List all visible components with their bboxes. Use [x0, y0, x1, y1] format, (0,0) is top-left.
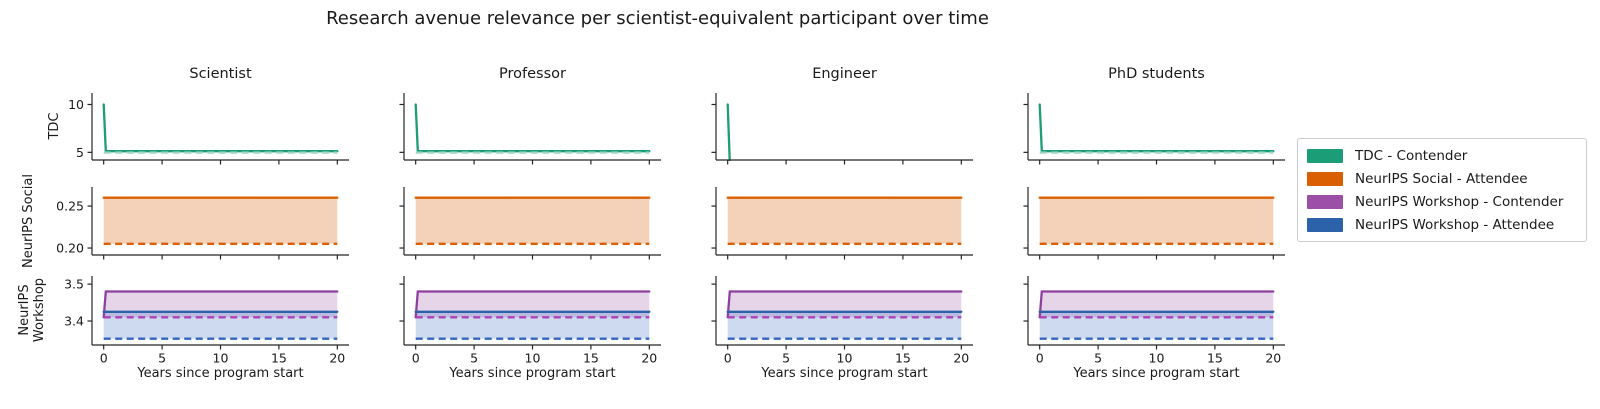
social-attendee-band: [103, 197, 338, 244]
legend-item-neurips-workshop-attendee: NeurIPS Workshop - Attendee: [1307, 213, 1577, 236]
figure-title: Research avenue relevance per scientist-…: [326, 8, 989, 29]
x-tick-label: 0: [1036, 351, 1044, 366]
column-title-phd-students: PhD students: [1108, 66, 1205, 82]
workshop-attendee-band: [103, 311, 338, 339]
column-title-engineer: Engineer: [812, 66, 877, 82]
workshop-attendee-band: [727, 311, 962, 339]
x-tick-label: 10: [837, 351, 853, 366]
x-tick-label: 20: [1265, 351, 1281, 366]
legend-label: NeurIPS Workshop - Attendee: [1355, 216, 1555, 233]
x-tick-label: 0: [100, 351, 108, 366]
legend-swatch-blue: [1307, 217, 1343, 232]
tdc-contender-solid: [414, 103, 651, 153]
y-tick-label: 5: [76, 145, 84, 160]
x-tick-label: 5: [470, 351, 478, 366]
subplot-neurips-social-phd-students: [1038, 196, 1275, 245]
y-tick-label: 0.25: [56, 199, 84, 214]
legend-swatch-green: [1307, 148, 1343, 163]
x-axis-label: Years since program start: [137, 366, 304, 381]
workshop-contender-solid: [102, 290, 339, 319]
x-tick-label: 20: [641, 351, 657, 366]
subplot-neurips-social-professor: [414, 196, 651, 245]
subplot-tdc-engineer: [726, 103, 731, 161]
y-tick-label: 0.20: [56, 241, 84, 256]
x-tick-label: 5: [782, 351, 790, 366]
y-tick-label: 10: [68, 97, 84, 112]
workshop-attendee-band: [1039, 311, 1274, 339]
x-tick-label: 5: [1094, 351, 1102, 366]
tdc-contender-solid: [726, 103, 731, 161]
subplot-tdc-phd-students: [1038, 103, 1275, 154]
x-tick-label: 15: [583, 351, 599, 366]
column-title-scientist: Scientist: [189, 66, 252, 82]
social-attendee-band: [415, 197, 650, 244]
subplot-neurips-social-engineer: [726, 196, 963, 245]
workshop-attendee-band: [415, 311, 650, 339]
subplot-neurips-workshop-scientist: [102, 290, 339, 340]
x-tick-label: 10: [213, 351, 229, 366]
subplot-tdc-professor: [414, 103, 651, 154]
workshop-contender-solid: [414, 290, 651, 319]
subplot-tdc-scientist: [102, 103, 339, 154]
x-axis-label: Years since program start: [449, 366, 616, 381]
x-tick-label: 20: [953, 351, 969, 366]
legend-swatch-purple: [1307, 194, 1343, 209]
social-attendee-band: [1039, 197, 1274, 244]
workshop-contender-solid: [726, 290, 963, 319]
x-tick-label: 5: [158, 351, 166, 366]
legend-item-tdc-contender: TDC - Contender: [1307, 144, 1577, 167]
subplot-neurips-workshop-phd-students: [1038, 290, 1275, 340]
x-tick-label: 15: [271, 351, 287, 366]
legend: TDC - Contender NeurIPS Social - Attende…: [1297, 138, 1587, 242]
x-tick-label: 20: [329, 351, 345, 366]
x-tick-label: 10: [525, 351, 541, 366]
subplot-neurips-social-scientist: [102, 196, 339, 245]
social-attendee-band: [727, 197, 962, 244]
x-tick-label: 0: [724, 351, 732, 366]
tdc-contender-solid: [102, 103, 339, 153]
y-tick-label: 3.4: [64, 314, 84, 329]
workshop-contender-solid: [1038, 290, 1275, 319]
subplot-neurips-workshop-professor: [414, 290, 651, 340]
legend-label: NeurIPS Social - Attendee: [1355, 170, 1528, 187]
x-tick-label: 15: [1207, 351, 1223, 366]
x-axis-label: Years since program start: [1073, 366, 1240, 381]
x-tick-label: 0: [412, 351, 420, 366]
legend-label: TDC - Contender: [1355, 147, 1468, 164]
column-title-professor: Professor: [499, 66, 566, 82]
legend-item-neurips-workshop-contender: NeurIPS Workshop - Contender: [1307, 190, 1577, 213]
tdc-contender-solid: [1038, 103, 1275, 153]
legend-label: NeurIPS Workshop - Contender: [1355, 193, 1564, 210]
x-tick-label: 10: [1149, 351, 1165, 366]
x-tick-label: 15: [895, 351, 911, 366]
x-axis-label: Years since program start: [761, 366, 928, 381]
subplot-neurips-workshop-engineer: [726, 290, 963, 340]
y-tick-label: 3.5: [64, 277, 84, 292]
legend-swatch-orange: [1307, 171, 1343, 186]
legend-item-neurips-social-attendee: NeurIPS Social - Attendee: [1307, 167, 1577, 190]
